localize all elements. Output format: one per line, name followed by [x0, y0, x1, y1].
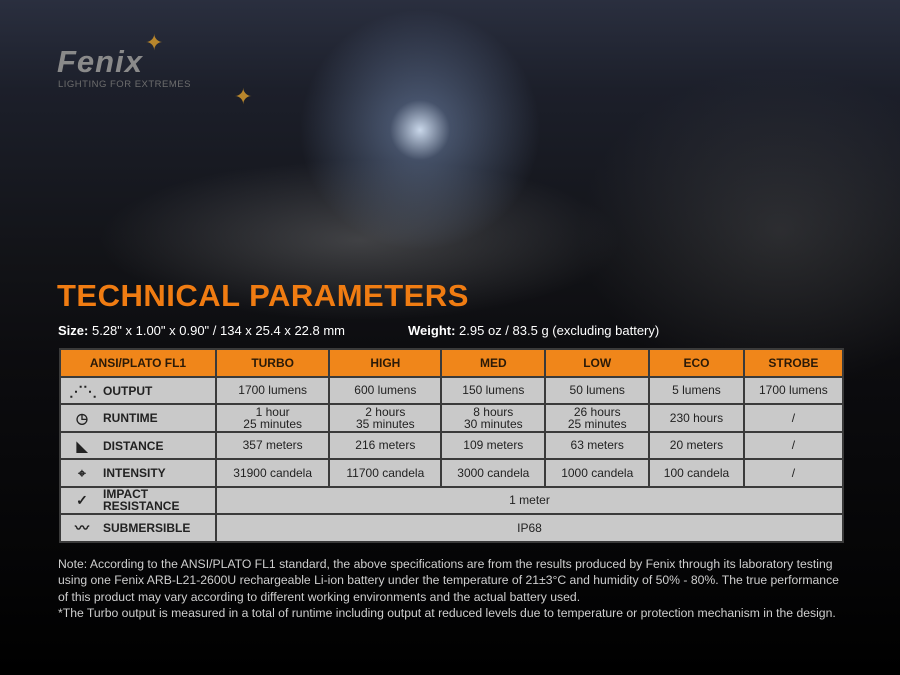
page-title: TECHNICAL PARAMETERS — [57, 278, 469, 313]
row-label-text: IMPACT RESISTANCE — [103, 488, 179, 512]
fenix-logo: Fenix — [57, 44, 143, 79]
impact-icon: ✓ — [76, 492, 88, 509]
size-spec: Size: 5.28" x 1.00" x 0.90" / 134 x 25.4… — [58, 323, 345, 338]
table-cell: 31900 candela — [214, 458, 331, 488]
table-cell: 2 hours 35 minutes — [328, 403, 443, 433]
column-header: ANSI/PLATO FL1 — [59, 348, 217, 378]
weight-value: 2.95 oz / 83.5 g (excluding battery) — [459, 323, 660, 338]
table-cell: / — [742, 430, 845, 460]
table-cell: 150 lumens — [440, 375, 547, 405]
cell-line: 25 minutes — [243, 416, 302, 431]
row-label-text: SUBMERSIBLE — [103, 521, 191, 536]
row-label: ◷ RUNTIME — [59, 403, 217, 433]
row-label-text: DISTANCE — [103, 438, 164, 453]
table-cell: 1700 lumens — [742, 375, 845, 405]
table-cell: IP68 — [215, 513, 844, 543]
column-header: TURBO — [214, 348, 331, 378]
output-rays-icon: ⋰⋱ — [69, 382, 97, 399]
table-cell: / — [742, 403, 845, 433]
table-cell: 1000 candela — [544, 458, 651, 488]
table-cell: 1 meter — [215, 485, 844, 515]
weight-spec: Weight: 2.95 oz / 83.5 g (excluding batt… — [408, 323, 659, 338]
table-cell: 50 lumens — [544, 375, 651, 405]
column-header: HIGH — [328, 348, 443, 378]
table-cell: 3000 candela — [440, 458, 547, 488]
table-cell: 216 meters — [328, 430, 443, 460]
column-header: LOW — [544, 348, 651, 378]
table-cell: 5 lumens — [648, 375, 745, 405]
cell-line: 25 minutes — [567, 416, 627, 431]
row-label: ⋰⋱ OUTPUT — [59, 375, 217, 405]
table-cell: 20 meters — [648, 430, 745, 460]
table-cell: 1 hour 25 minutes — [214, 403, 331, 433]
water-icon: 〰 — [75, 520, 89, 537]
star-icon: ✦ — [234, 84, 253, 109]
row-label-text: INTENSITY — [103, 466, 166, 481]
cell-line: 2 hours — [365, 404, 406, 419]
label-line: IMPACT — [103, 487, 149, 502]
star-icon: ✦ — [145, 30, 164, 55]
cell-line: 26 hours — [573, 404, 621, 419]
table-row: ◷ RUNTIME 1 hour 25 minutes 2 hours 35 minute… — [59, 403, 845, 433]
clock-icon: ◷ — [75, 410, 89, 427]
table-cell: 100 candela — [648, 458, 745, 488]
table-cell: 600 lumens — [328, 375, 443, 405]
table-cell: 230 hours — [648, 403, 745, 433]
table-row: ✓ IMPACT RESISTANCE 1 meter — [59, 485, 844, 515]
turbo-note: *The Turbo output is measured in a total… — [58, 605, 836, 620]
table-row: ◣ DISTANCE 357 meters 216 meters 109 meters 6… — [59, 430, 845, 460]
table-row: ⌖ INTENSITY 31900 candela 11700 candela 3000… — [59, 458, 845, 488]
logo-tagline: LIGHTING FOR EXTREMES — [58, 79, 191, 90]
table-cell: 1700 lumens — [214, 375, 331, 405]
spec-table: ANSI/PLATO FL1 TURBO HIGH MED LOW ECO STROBE ⋰… — [59, 348, 845, 543]
crosshair-intensity-icon: ⌖ — [78, 465, 86, 482]
column-header: MED — [440, 348, 547, 378]
cell-line: 1 hour — [255, 404, 290, 419]
beam-distance-icon: ◣ — [76, 437, 88, 454]
cell-line: 8 hours — [473, 404, 514, 419]
footnote: Note: According to the ANSI/PLATO FL1 st… — [58, 556, 848, 621]
row-label: 〰 SUBMERSIBLE — [59, 513, 217, 543]
row-label: ✓ IMPACT RESISTANCE — [59, 485, 217, 515]
label-line: RESISTANCE — [103, 499, 180, 514]
note-text: Note: According to the ANSI/PLATO FL1 st… — [58, 557, 839, 604]
table-row: 〰 SUBMERSIBLE IP68 — [59, 513, 844, 543]
cell-line: 30 minutes — [463, 416, 523, 431]
row-label-text: OUTPUT — [103, 383, 153, 398]
row-label-text: RUNTIME — [103, 411, 158, 426]
table-cell: / — [742, 458, 845, 488]
size-value: 5.28" x 1.00" x 0.90" / 134 x 25.4 x 22.… — [91, 323, 346, 338]
table-cell: 11700 candela — [328, 458, 443, 488]
table-cell: 109 meters — [440, 430, 547, 460]
column-header: STROBE — [742, 348, 845, 378]
table-cell: 8 hours 30 minutes — [440, 403, 547, 433]
row-label: ◣ DISTANCE — [59, 430, 217, 460]
size-label: Size: — [58, 323, 89, 338]
column-header: ECO — [648, 348, 745, 378]
row-label: ⌖ INTENSITY — [59, 458, 217, 488]
weight-label: Weight: — [408, 323, 456, 338]
table-cell: 26 hours 25 minutes — [544, 403, 651, 433]
table-cell: 63 meters — [544, 430, 651, 460]
table-row: ⋰⋱ OUTPUT 1700 lumens 600 lumens 150 lumens 5… — [59, 375, 845, 405]
table-cell: 357 meters — [214, 430, 331, 460]
cell-line: 35 minutes — [355, 416, 415, 431]
